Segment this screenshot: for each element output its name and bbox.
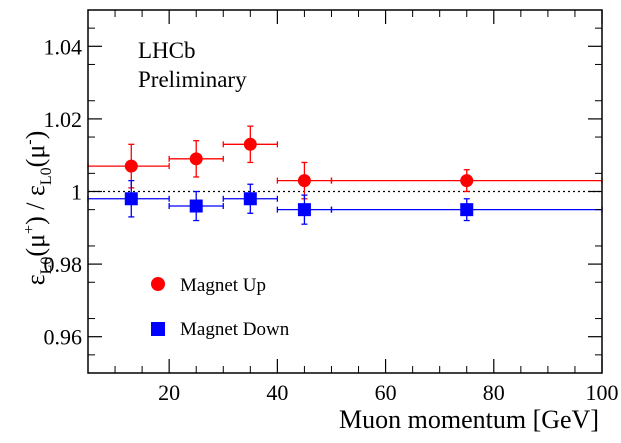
legend-label-magnet-up: Magnet Up <box>180 275 266 296</box>
data-point <box>243 137 257 151</box>
x-tick-label: 80 <box>483 380 505 405</box>
preliminary-label: Preliminary <box>138 67 247 92</box>
x-axis-title: Muon momentum [GeV] <box>339 405 599 434</box>
data-point <box>124 159 138 173</box>
x-tick-label: 60 <box>375 380 397 405</box>
data-point <box>460 203 474 217</box>
legend-marker-magnet-down <box>151 322 165 336</box>
legend: Magnet Up Magnet Down <box>151 275 290 340</box>
axis-ticks: 20 40 60 80 100 0.96 0.98 1 1.02 1.04 <box>44 10 619 405</box>
x-tick-label: 20 <box>158 380 180 405</box>
y-tick-label: 1.02 <box>44 107 83 132</box>
data-point <box>460 174 474 188</box>
y-tick-label: 1.04 <box>44 34 83 59</box>
data-point <box>124 192 138 206</box>
x-tick-label: 100 <box>586 380 619 405</box>
data-point <box>297 203 311 217</box>
y-tick-label: 0.96 <box>44 325 83 350</box>
data-point <box>297 174 311 188</box>
data-point <box>189 152 203 166</box>
series-magnet-up <box>87 125 603 200</box>
legend-label-magnet-down: Magnet Down <box>180 319 290 340</box>
data-point <box>189 199 203 213</box>
series-magnet-down <box>87 179 603 225</box>
y-tick-label: 0.98 <box>44 252 83 277</box>
x-tick-label: 40 <box>266 380 288 405</box>
data-series <box>87 125 603 225</box>
experiment-label: LHCb <box>138 38 196 63</box>
legend-marker-magnet-up <box>151 277 165 291</box>
data-point <box>243 192 257 206</box>
y-tick-label: 1 <box>71 180 82 205</box>
